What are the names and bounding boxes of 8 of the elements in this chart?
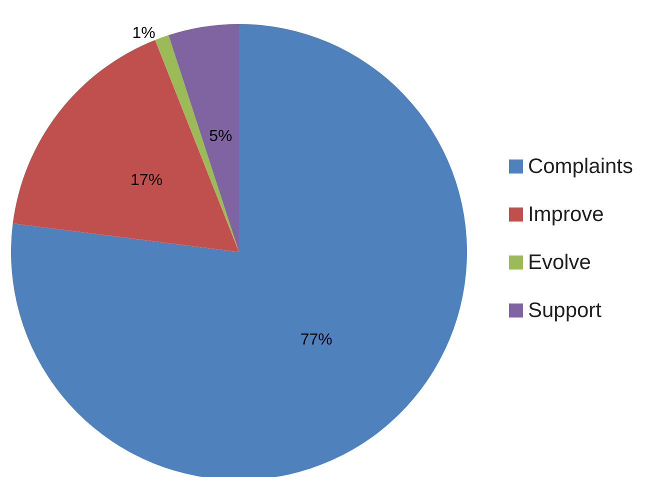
data-label: 77% [300,331,332,348]
data-label: 1% [132,25,156,42]
legend-label: Support [528,299,602,322]
legend-label: Evolve [528,251,591,274]
data-label: 5% [209,128,232,145]
data-label: 17% [130,172,163,189]
legend-label: Complaints [528,155,634,178]
legend-label: Improve [528,203,604,226]
